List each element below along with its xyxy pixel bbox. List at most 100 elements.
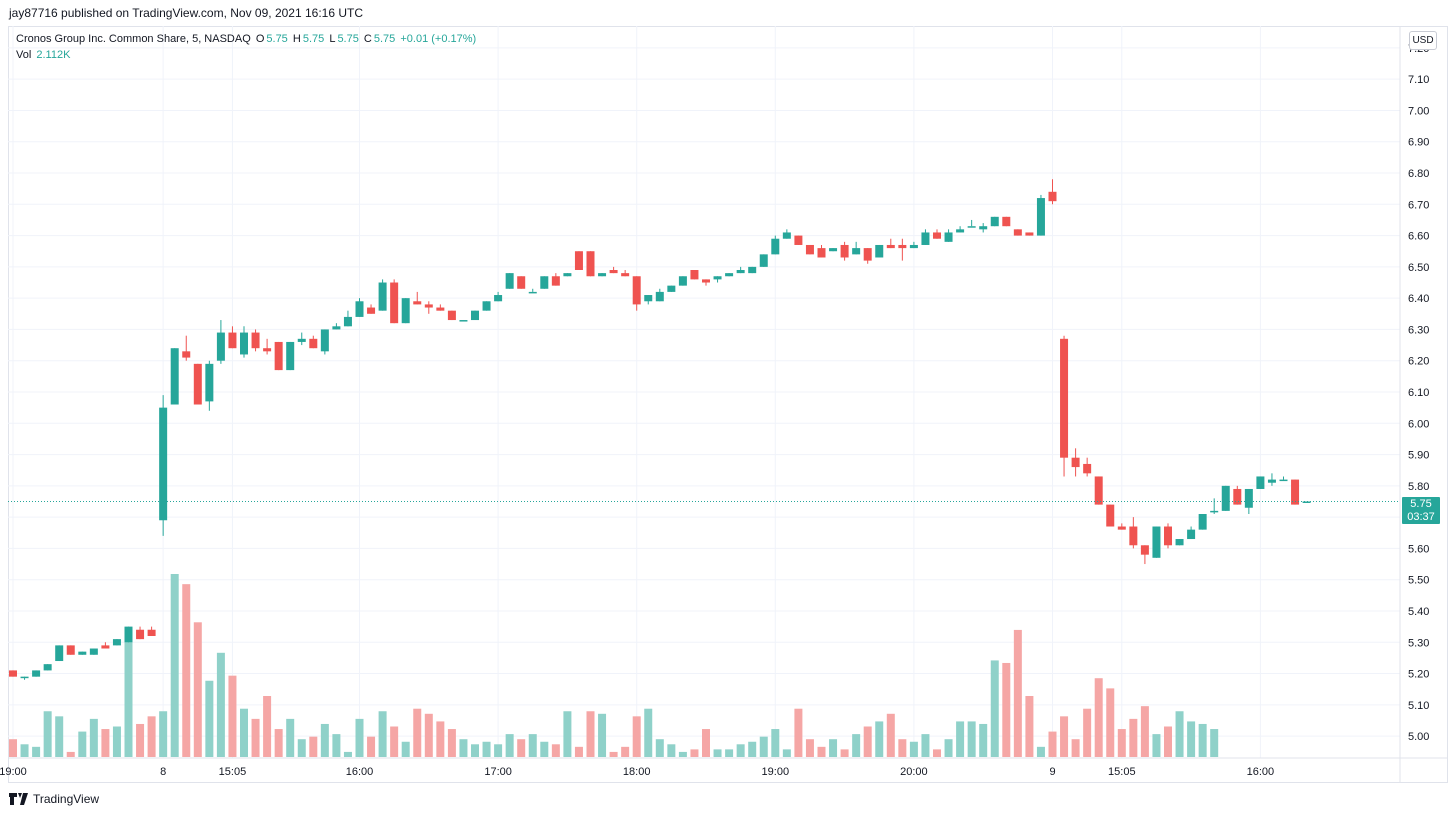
candle-body — [586, 251, 595, 277]
volume-bar — [309, 736, 318, 757]
candle — [436, 304, 445, 311]
volume-bar — [713, 749, 722, 757]
candle-body — [378, 282, 387, 311]
currency-button[interactable]: USD — [1409, 31, 1437, 50]
volume-bar — [55, 716, 64, 757]
time-tick-label: 18:00 — [623, 766, 651, 778]
candle — [586, 251, 595, 277]
candle-body — [170, 348, 179, 405]
candle-body — [574, 251, 583, 270]
candle-body — [528, 291, 537, 294]
volume-bar — [343, 751, 352, 757]
candle — [43, 664, 52, 671]
volume-bar — [702, 729, 710, 757]
volume-bar — [1198, 723, 1207, 757]
volume-bar — [829, 739, 838, 757]
candle — [1198, 514, 1207, 530]
volume-bar — [759, 736, 768, 757]
volume-bar — [216, 652, 225, 757]
candle-body — [1025, 232, 1034, 236]
candle-body — [78, 651, 87, 655]
price-tick-label: 5.80 — [1408, 481, 1429, 493]
volume-bar — [159, 711, 168, 757]
published-caption: jay87716 published on TradingView.com, N… — [9, 6, 364, 20]
candle-body — [1267, 479, 1276, 483]
candle — [540, 276, 549, 289]
candle-body — [771, 238, 780, 255]
last-price-value: 5.75 — [1410, 498, 1432, 510]
price-tick-label: 6.20 — [1408, 356, 1429, 368]
candle — [644, 295, 653, 305]
candle — [979, 223, 988, 233]
candle-body — [447, 310, 456, 321]
candle — [9, 670, 17, 677]
candle — [794, 235, 803, 245]
candle-body — [1048, 191, 1057, 202]
volume-bar — [101, 729, 110, 757]
candle-body — [551, 276, 560, 286]
price-tick-label: 7.10 — [1408, 74, 1429, 86]
candle-body — [748, 266, 757, 274]
candle-body — [598, 273, 607, 277]
candle — [1013, 229, 1022, 236]
chart-frame[interactable] — [8, 26, 1448, 783]
candle — [101, 642, 110, 649]
tradingview-logo-icon — [9, 793, 28, 805]
time-tick-label: 19:00 — [0, 766, 27, 778]
candle — [852, 241, 861, 255]
candle — [517, 276, 526, 289]
footer-brand-text: TradingView — [33, 792, 100, 806]
candle — [956, 226, 965, 233]
volume-bar — [378, 711, 387, 757]
candle-body — [112, 639, 121, 646]
candle-body — [43, 664, 52, 671]
candle-body — [886, 244, 895, 249]
last-price-tag: 5.75 03:37 — [1402, 497, 1440, 524]
candle-body — [1291, 479, 1300, 505]
candle-body — [89, 648, 98, 655]
candle-body — [205, 363, 214, 402]
footer-brand[interactable]: TradingView — [9, 792, 99, 806]
candle-body — [933, 232, 941, 239]
volume-bar — [863, 726, 872, 757]
candle — [147, 626, 156, 636]
candle-body — [482, 301, 491, 311]
volume-bar — [170, 574, 179, 757]
candle-body — [136, 629, 145, 640]
volume-bar — [32, 746, 41, 757]
candle-body — [193, 363, 202, 405]
price-tick-label: 6.80 — [1408, 168, 1429, 180]
volume-bar — [598, 713, 607, 757]
change-value: +0.01 (+0.17%) — [400, 33, 477, 45]
candle — [124, 626, 133, 643]
candle-body — [355, 301, 364, 317]
volume-bar — [852, 734, 861, 757]
candle — [1083, 457, 1092, 477]
volume-bar — [944, 739, 953, 757]
candle — [736, 266, 745, 274]
volume-bar — [1094, 678, 1103, 757]
volume-bar — [921, 734, 930, 757]
candle-body — [1152, 526, 1161, 558]
candle — [1094, 476, 1103, 505]
candle — [263, 338, 272, 355]
candle-body — [216, 332, 225, 361]
candle-body — [401, 298, 410, 324]
volume-bar — [1187, 721, 1196, 757]
candle-body — [1279, 479, 1288, 482]
volume-bar — [621, 746, 630, 757]
candle-body — [1256, 476, 1265, 489]
candle-body — [505, 273, 514, 289]
candle-body — [1002, 216, 1011, 227]
candle — [713, 276, 722, 283]
volume-bar — [898, 739, 907, 757]
candle-body — [9, 670, 17, 677]
candle-body — [759, 254, 768, 267]
symbol-title: Cronos Group Inc. Common Share, 5, NASDA… — [16, 33, 251, 45]
candle-body — [20, 676, 29, 679]
candle-body — [979, 226, 988, 230]
time-tick-label: 20:00 — [900, 766, 928, 778]
candle-body — [309, 338, 318, 349]
candle-body — [956, 229, 965, 233]
